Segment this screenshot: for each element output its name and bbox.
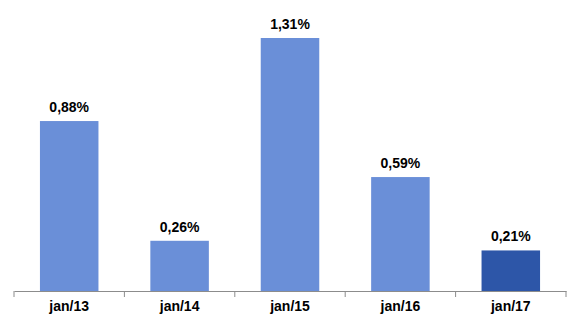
category-separator <box>124 291 125 297</box>
x-axis-line <box>15 291 567 292</box>
bar <box>150 241 209 291</box>
x-tick: jan/14 <box>159 291 200 314</box>
separators <box>14 291 566 297</box>
bar <box>261 38 320 291</box>
data-label: 0,21% <box>491 228 531 244</box>
bar <box>371 177 430 291</box>
chart-container: jan/13 jan/14 jan/15 jan/16 jan/17 0,88% 0,26%… <box>0 0 576 331</box>
x-tick: jan/16 <box>380 291 421 314</box>
data-label: 0,26% <box>160 219 200 235</box>
category-separator <box>234 291 235 297</box>
x-axis: jan/13 jan/14 jan/15 jan/16 jan/17 <box>15 291 567 314</box>
category-separator <box>566 291 567 297</box>
bar <box>40 121 99 291</box>
data-label: 0,88% <box>49 99 89 115</box>
x-tick: jan/17 <box>490 291 531 314</box>
bars <box>40 38 540 291</box>
x-tick-label: jan/15 <box>269 298 310 314</box>
x-tick-label: jan/13 <box>48 298 89 314</box>
x-tick: jan/13 <box>48 291 89 314</box>
x-tick-label: jan/14 <box>159 298 200 314</box>
category-separator <box>345 291 346 297</box>
category-separator <box>455 291 456 297</box>
data-labels: 0,88% 0,26% 1,31% 0,59% 0,21% <box>49 16 531 244</box>
category-separator <box>14 291 15 297</box>
bar <box>482 250 541 291</box>
x-tick: jan/15 <box>269 291 310 314</box>
data-label: 1,31% <box>270 16 310 32</box>
data-label: 0,59% <box>381 155 421 171</box>
x-tick-label: jan/16 <box>380 298 421 314</box>
x-tick-label: jan/17 <box>490 298 531 314</box>
chart-svg: jan/13 jan/14 jan/15 jan/16 jan/17 0,88% 0,26%… <box>0 0 576 331</box>
